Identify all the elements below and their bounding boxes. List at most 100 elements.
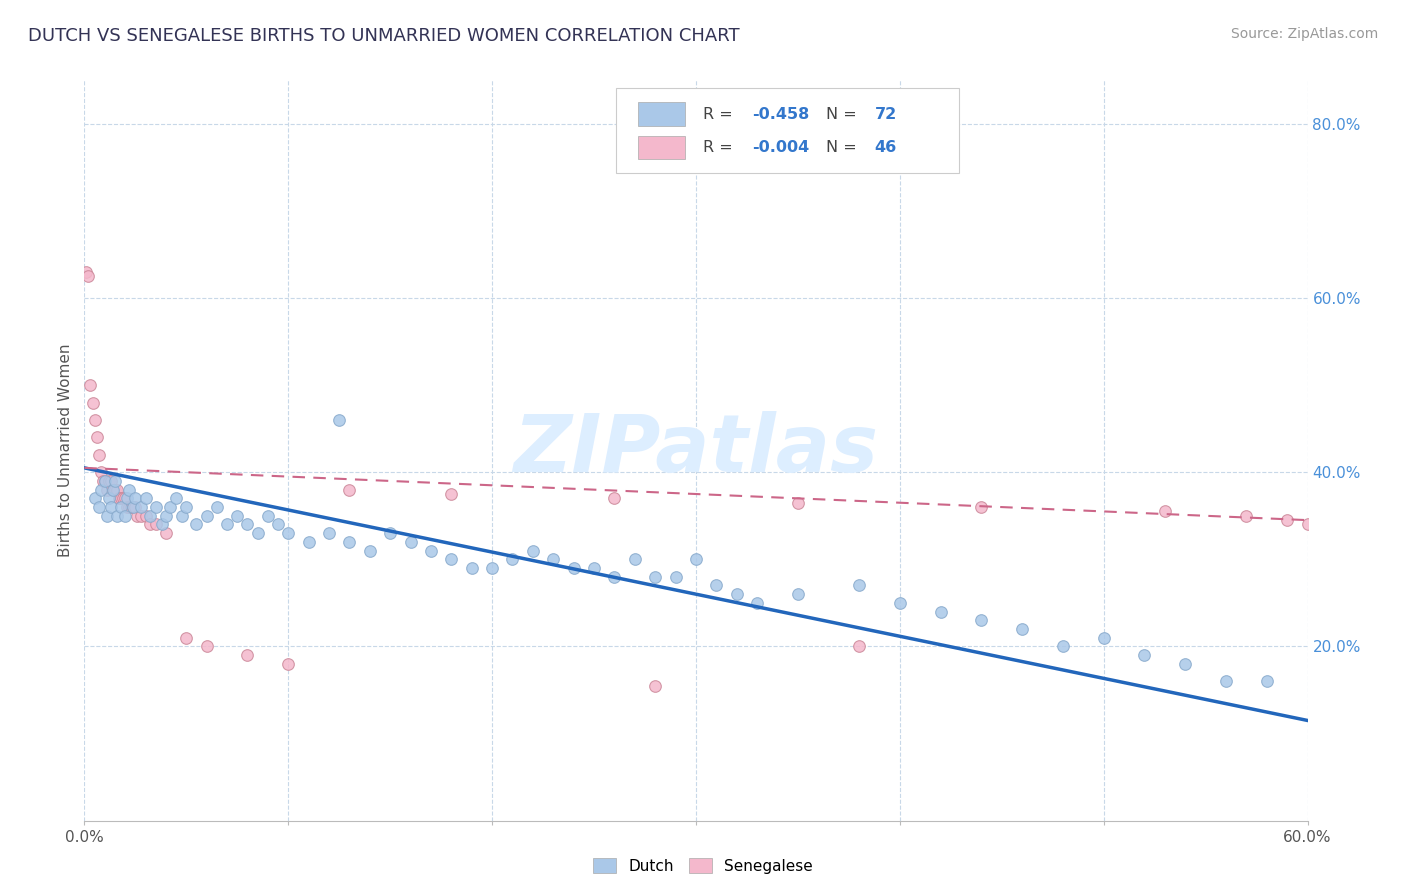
Point — [138, 508, 160, 523]
Point — [86, 430, 108, 444]
Point — [236, 517, 259, 532]
Point — [97, 491, 120, 506]
Point — [100, 474, 122, 488]
Point — [110, 491, 132, 506]
Point — [96, 508, 118, 523]
Point — [339, 535, 361, 549]
Point — [665, 570, 688, 584]
FancyBboxPatch shape — [638, 136, 685, 160]
Point — [114, 508, 136, 523]
Point — [104, 483, 127, 497]
Point — [165, 491, 187, 506]
Point — [1296, 517, 1319, 532]
Point — [359, 543, 381, 558]
Point — [725, 587, 748, 601]
Legend: Dutch, Senegalese: Dutch, Senegalese — [586, 852, 820, 880]
Point — [155, 508, 177, 523]
Point — [747, 596, 769, 610]
Point — [114, 491, 136, 506]
Y-axis label: Births to Unmarried Women: Births to Unmarried Women — [58, 343, 73, 558]
Point — [1052, 640, 1074, 654]
FancyBboxPatch shape — [616, 87, 959, 173]
Point — [236, 648, 259, 662]
Point — [706, 578, 728, 592]
Point — [87, 448, 110, 462]
Text: N =: N = — [825, 140, 862, 155]
Point — [112, 491, 135, 506]
Point — [83, 491, 105, 506]
Point — [277, 657, 299, 671]
Point — [127, 508, 149, 523]
Point — [380, 526, 402, 541]
Point — [101, 483, 124, 497]
Point — [1174, 657, 1197, 671]
Point — [145, 500, 167, 514]
Text: Source: ZipAtlas.com: Source: ZipAtlas.com — [1230, 27, 1378, 41]
Point — [257, 508, 280, 523]
Point — [787, 587, 810, 601]
Point — [1154, 504, 1177, 518]
Point — [118, 483, 141, 497]
Point — [644, 570, 666, 584]
Point — [174, 500, 197, 514]
Point — [318, 526, 340, 541]
Point — [115, 500, 138, 514]
Text: -0.458: -0.458 — [752, 107, 810, 122]
Point — [91, 474, 114, 488]
Point — [104, 474, 127, 488]
Point — [155, 526, 177, 541]
Point — [138, 517, 160, 532]
Point — [90, 465, 112, 479]
Point — [135, 508, 157, 523]
Point — [118, 500, 141, 514]
Point — [1256, 674, 1278, 689]
Point — [82, 395, 104, 409]
Point — [461, 561, 484, 575]
Text: 72: 72 — [875, 107, 897, 122]
Text: R =: R = — [703, 107, 738, 122]
Point — [77, 269, 100, 284]
Point — [226, 508, 249, 523]
Point — [131, 500, 153, 514]
Point — [97, 474, 120, 488]
Point — [87, 500, 110, 514]
Point — [195, 508, 218, 523]
Point — [205, 500, 228, 514]
Point — [145, 517, 167, 532]
Point — [79, 378, 101, 392]
Point — [339, 483, 361, 497]
Point — [135, 491, 157, 506]
Point — [100, 500, 122, 514]
Point — [420, 543, 443, 558]
Point — [562, 561, 585, 575]
Point — [75, 265, 97, 279]
Point — [150, 517, 173, 532]
Point — [624, 552, 647, 566]
Point — [440, 552, 463, 566]
Point — [108, 491, 131, 506]
Point — [298, 535, 321, 549]
Point — [217, 517, 239, 532]
Point — [246, 526, 269, 541]
Point — [328, 413, 350, 427]
Text: R =: R = — [703, 140, 738, 155]
Point — [174, 631, 197, 645]
Point — [277, 526, 299, 541]
Point — [115, 491, 138, 506]
Point — [481, 561, 503, 575]
Point — [929, 605, 952, 619]
Text: -0.004: -0.004 — [752, 140, 810, 155]
Point — [93, 474, 115, 488]
FancyBboxPatch shape — [638, 103, 685, 126]
Point — [522, 543, 544, 558]
Point — [1277, 513, 1299, 527]
Point — [122, 500, 145, 514]
Point — [172, 508, 194, 523]
Point — [1011, 622, 1033, 636]
Point — [889, 596, 911, 610]
Point — [131, 508, 153, 523]
Point — [970, 500, 993, 514]
Text: 46: 46 — [875, 140, 897, 155]
Point — [787, 496, 810, 510]
Point — [101, 483, 124, 497]
